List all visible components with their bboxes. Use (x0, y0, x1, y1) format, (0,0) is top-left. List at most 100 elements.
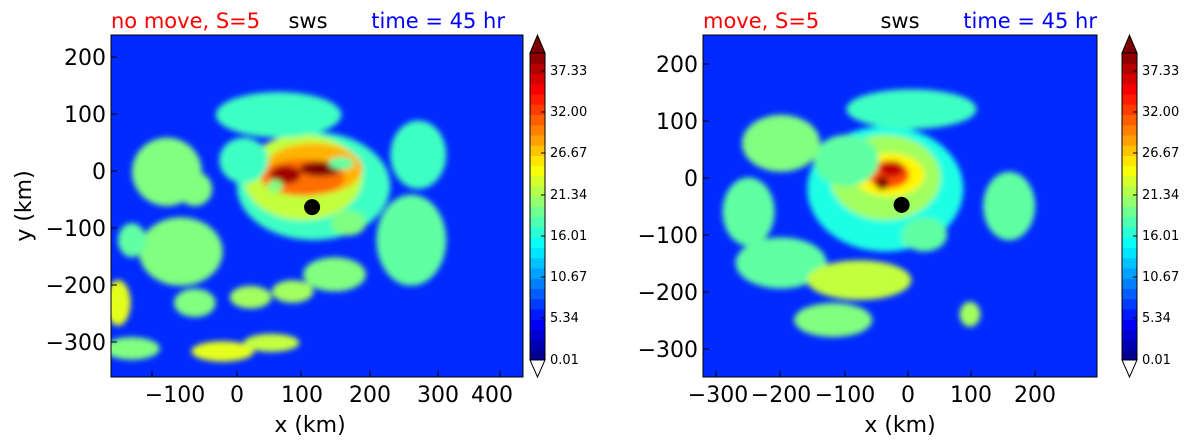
heatmap-cell (742, 114, 821, 172)
heatmap-cell (219, 137, 269, 184)
colorbar-band (1122, 216, 1137, 228)
heatmap-cell (173, 288, 216, 318)
x-tick-label: 200 (349, 383, 391, 408)
colorbar-band (1122, 278, 1137, 289)
heatmap-cell (270, 165, 301, 184)
colorbar-band (530, 104, 545, 115)
colorbar-band (530, 339, 545, 351)
heatmap-cell (794, 302, 873, 338)
heatmap-cell (191, 341, 255, 362)
colorbar-band (530, 308, 545, 320)
colorbar-band (530, 63, 545, 75)
colorbar-band (530, 298, 545, 310)
y-tick-label: 200 (656, 53, 698, 78)
x-tick-label: 100 (950, 383, 992, 408)
y-tick-label: −200 (638, 281, 698, 306)
colorbar-band (1122, 186, 1137, 197)
colorbar-max-arrow (1121, 33, 1138, 54)
colorbar-band (1122, 247, 1137, 259)
colorbar-band (530, 196, 545, 208)
colorbar-max-arrow (529, 33, 546, 54)
x-tick-label: −200 (751, 383, 811, 408)
colorbar-band (530, 186, 545, 197)
x-axis-label: x (km) (274, 413, 345, 438)
x-tick-label: 200 (1014, 383, 1056, 408)
heatmap-fill (722, 89, 1036, 338)
colorbar-tick-label: 21.34 (550, 188, 587, 203)
colorbar-band (1122, 73, 1137, 85)
colorbar-band (530, 278, 545, 289)
colorbar-band (1122, 288, 1137, 300)
heatmap-cell (267, 179, 283, 193)
panel-title-center: sws (288, 9, 327, 33)
heatmap-cell (328, 157, 354, 170)
colorbar-bands (530, 53, 545, 361)
panel-title-right: time = 45 hr (963, 9, 1097, 33)
heatmap-cell (813, 134, 879, 186)
heatmap-cell (138, 217, 223, 286)
colorbar-band (530, 165, 545, 177)
colorbar-tick-label: 21.34 (1142, 188, 1179, 203)
x-tick-label: 0 (230, 383, 244, 408)
panel-title-left: move, S=5 (703, 9, 819, 33)
colorbar-tick-label: 16.01 (1142, 229, 1179, 244)
colorbar-band (530, 257, 545, 269)
heatmap-cell (303, 257, 366, 292)
y-tick-label: 0 (684, 167, 698, 192)
colorbar-band (1122, 63, 1137, 75)
colorbar-frame (1121, 52, 1138, 361)
colorbar-band (530, 237, 545, 249)
y-tick-label: 100 (656, 110, 698, 135)
y-tick-label: 100 (64, 103, 106, 128)
colorbar-band (530, 206, 545, 218)
y-axis: 200 100 0 −100 −200 −300 (46, 46, 117, 356)
colorbar-band (1122, 175, 1137, 187)
colorbar-band (530, 93, 545, 105)
heatmap-cell (330, 210, 366, 236)
heatmap-cell (983, 171, 1036, 241)
colorbar-tick-label: 10.67 (550, 270, 587, 285)
heatmap-cell (148, 167, 172, 193)
colorbar-band (1122, 93, 1137, 105)
colorbar-band (530, 53, 545, 64)
heatmap-cell (901, 217, 948, 252)
panel-no-move: no move, S=5 sws time = 45 hr −100 0 100… (12, 9, 587, 438)
colorbar-tick-label: 16.01 (550, 229, 587, 244)
colorbar-tick-label: 0.01 (550, 353, 579, 368)
colorbar-band (1122, 114, 1137, 126)
colorbar-band (1122, 134, 1137, 146)
x-tick-label: −300 (688, 383, 748, 408)
y-tick-label: −300 (638, 338, 698, 363)
heatmap-cell (117, 223, 146, 258)
colorbar-band (1122, 206, 1137, 218)
storm-center-marker (304, 199, 321, 216)
colorbar-band (1122, 196, 1137, 208)
colorbar-tick-label: 5.34 (1142, 311, 1171, 326)
colorbar-band (530, 83, 545, 95)
colorbar-band (1122, 329, 1137, 341)
heatmap-cell (177, 171, 213, 206)
colorbar-band (1122, 124, 1137, 136)
colorbar-band (1122, 319, 1137, 330)
y-axis-label: y (km) (12, 170, 37, 241)
panel-move: move, S=5 sws time = 45 hr −300 −200 −10… (638, 9, 1180, 438)
colorbar-tick-label: 32.00 (550, 105, 587, 120)
colorbar-band (1122, 298, 1137, 310)
y-tick-label: −100 (638, 224, 698, 249)
y-tick-label: 0 (92, 160, 106, 185)
heatmap-area (111, 35, 523, 377)
colorbar-band (1122, 308, 1137, 320)
colorbar-band (530, 114, 545, 126)
colorbar-tick-label: 37.33 (550, 64, 587, 79)
colorbar-tick-label: 0.01 (1142, 353, 1171, 368)
colorbar-tick-label: 32.00 (1142, 105, 1179, 120)
colorbar-band (530, 288, 545, 300)
colorbar-frame (529, 52, 546, 361)
colorbar-band (530, 73, 545, 85)
colorbar-band (1122, 226, 1137, 238)
heatmap-cell (111, 280, 131, 326)
y-tick-label: −300 (46, 331, 106, 356)
colorbar-band (1122, 145, 1137, 156)
colorbar-band (530, 329, 545, 341)
colorbar-tick-label: 10.67 (1142, 270, 1179, 285)
